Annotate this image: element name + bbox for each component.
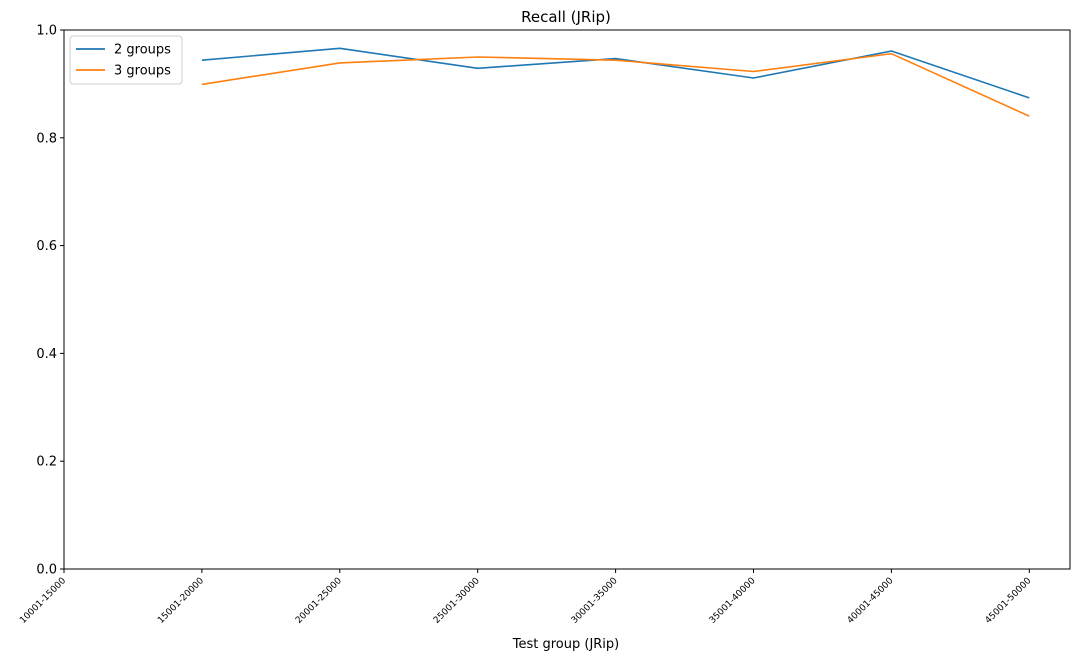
x-tick-label: 45001-50000 xyxy=(984,576,1034,626)
series-line-2 xyxy=(201,52,1030,117)
x-tick-label: 35001-40000 xyxy=(708,576,758,626)
plot-area xyxy=(63,29,1071,570)
x-tick-label: 30001-35000 xyxy=(570,576,620,626)
series-line-1 xyxy=(201,47,1030,99)
series-group xyxy=(201,47,1030,117)
legend-label: 2 groups xyxy=(114,43,171,58)
x-tick-label: 40001-45000 xyxy=(846,576,896,626)
x-axis: 10001-15000 15001-20000 20001-25000 25001-3… xyxy=(18,569,1034,626)
x-tick-label: 10001-15000 xyxy=(18,576,68,626)
y-tick-label: 0.4 xyxy=(36,347,57,362)
legend-box xyxy=(69,35,183,85)
chart-title: Recall (JRip) xyxy=(521,8,611,26)
x-tick-label: 20001-25000 xyxy=(294,576,344,626)
x-tick-label: 15001-20000 xyxy=(156,576,206,626)
x-axis-label: Test group (JRip) xyxy=(512,637,620,652)
y-tick-label: 0.0 xyxy=(36,563,57,578)
y-axis: 0.0 0.2 0.4 0.6 0.8 1.0 xyxy=(36,24,64,578)
legend-label: 3 groups xyxy=(114,64,171,79)
y-tick-label: 1.0 xyxy=(36,24,57,39)
legend: 2 groups 3 groups xyxy=(69,35,183,85)
y-tick-label: 0.2 xyxy=(36,455,57,470)
y-tick-label: 0.8 xyxy=(36,131,57,146)
x-tick-label: 25001-30000 xyxy=(432,576,482,626)
y-tick-label: 0.6 xyxy=(36,239,57,254)
